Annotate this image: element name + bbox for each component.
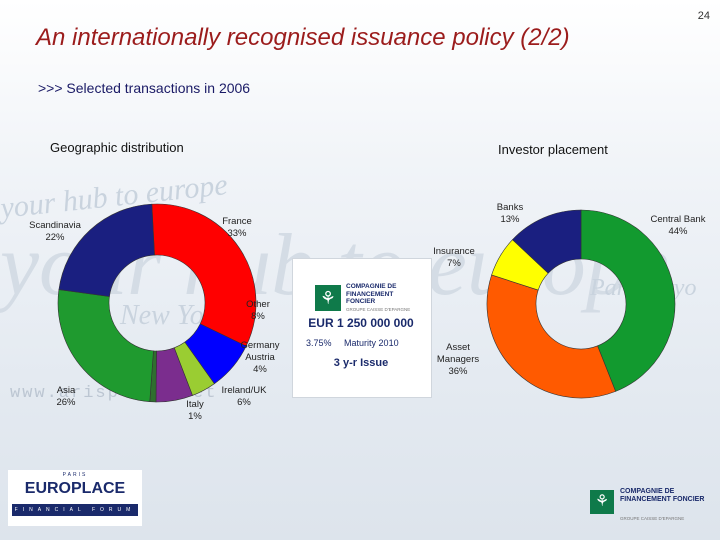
- issue-terms: 3.75% Maturity 2010: [306, 338, 424, 348]
- issuer-name: COMPAGNIE DE FINANCEMENT FONCIER: [346, 283, 397, 305]
- cff-tag: GROUPE CAISSE D'EPARGNE: [620, 516, 685, 521]
- label-italy-name: Italy: [186, 399, 204, 410]
- label-asia: Asia 26%: [48, 385, 84, 409]
- europlace-name: EUROPLACE: [24, 480, 126, 497]
- label-france: France 33%: [214, 216, 260, 240]
- label-central-bank-value: 44%: [668, 226, 688, 237]
- slice-banks: [512, 209, 582, 274]
- label-scandinavia-value: 22%: [45, 232, 65, 243]
- europlace-logo: PARIS EUROPLACE FINANCIAL FORUM: [8, 470, 142, 526]
- label-ireland-uk-value: 6%: [237, 397, 251, 408]
- label-banks-name: Banks: [496, 202, 524, 213]
- leaf-icon: ⚘: [590, 490, 614, 514]
- label-other-name: Other: [246, 299, 270, 310]
- issue-amount: EUR 1 250 000 000: [308, 316, 414, 330]
- label-asia-value: 26%: [56, 397, 76, 408]
- slice-asia: [57, 289, 154, 403]
- europlace-tag: FINANCIAL FORUM: [12, 504, 138, 516]
- label-italy: Italy 1%: [178, 399, 212, 423]
- label-germany-austria-name: Germany Austria: [240, 340, 280, 363]
- issue-tenor: 3 y-r Issue: [333, 357, 389, 369]
- label-other: Other 8%: [238, 299, 278, 323]
- label-ireland-uk-name: Ireland/UK: [221, 385, 267, 396]
- chart-title-geographic: Geographic distribution: [50, 140, 184, 155]
- slide-title: An internationally recognised issuance p…: [36, 24, 570, 51]
- label-asset-managers-value: 36%: [448, 366, 468, 377]
- cff-footer-logo: ⚘ COMPAGNIE DE FINANCEMENT FONCIER GROUP…: [590, 484, 710, 528]
- label-central-bank: Central Bank 44%: [638, 214, 718, 238]
- page-number: 24: [697, 10, 710, 22]
- label-france-value: 33%: [227, 228, 247, 239]
- label-germany-austria-value: 4%: [253, 364, 267, 375]
- issuer-logo: ⚘ COMPAGNIE DE FINANCEMENT FONCIER GROUP…: [315, 283, 413, 313]
- label-banks: Banks 13%: [486, 202, 534, 226]
- label-france-name: France: [222, 216, 252, 227]
- label-asia-name: Asia: [56, 385, 76, 396]
- label-scandinavia: Scandinavia 22%: [20, 220, 90, 244]
- leaf-icon: ⚘: [315, 285, 341, 311]
- issue-maturity: Maturity 2010: [344, 338, 399, 348]
- issue-card: [292, 258, 432, 398]
- label-insurance-value: 7%: [447, 258, 461, 269]
- label-insurance: Insurance 7%: [426, 246, 482, 270]
- slice-scandinavia: [58, 203, 155, 297]
- slide-subtitle: >>> Selected transactions in 2006: [38, 80, 251, 96]
- label-ireland-uk: Ireland/UK 6%: [216, 385, 272, 409]
- chart-title-investor: Investor placement: [498, 142, 608, 157]
- europlace-city: PARIS: [62, 472, 88, 478]
- label-banks-value: 13%: [500, 214, 520, 225]
- label-germany-austria: Germany Austria 4%: [234, 340, 286, 376]
- slice-france: [151, 203, 257, 347]
- label-central-bank-name: Central Bank: [650, 214, 706, 225]
- label-asset-managers-name: Asset Managers: [436, 342, 480, 365]
- issue-coupon: 3.75%: [306, 338, 332, 348]
- issuer-tag: GROUPE CAISSE D'EPARGNE: [346, 307, 411, 312]
- label-other-value: 8%: [251, 311, 265, 322]
- donut-investor: [486, 209, 676, 399]
- label-insurance-name: Insurance: [433, 246, 475, 257]
- slice-central-bank: [580, 209, 676, 392]
- label-asset-managers: Asset Managers 36%: [430, 342, 486, 378]
- donut-geographic: [57, 203, 257, 403]
- slice-asset-managers: [486, 274, 616, 399]
- cff-name: COMPAGNIE DE FINANCEMENT FONCIER: [620, 488, 705, 503]
- label-italy-value: 1%: [188, 411, 202, 422]
- label-scandinavia-name: Scandinavia: [29, 220, 81, 231]
